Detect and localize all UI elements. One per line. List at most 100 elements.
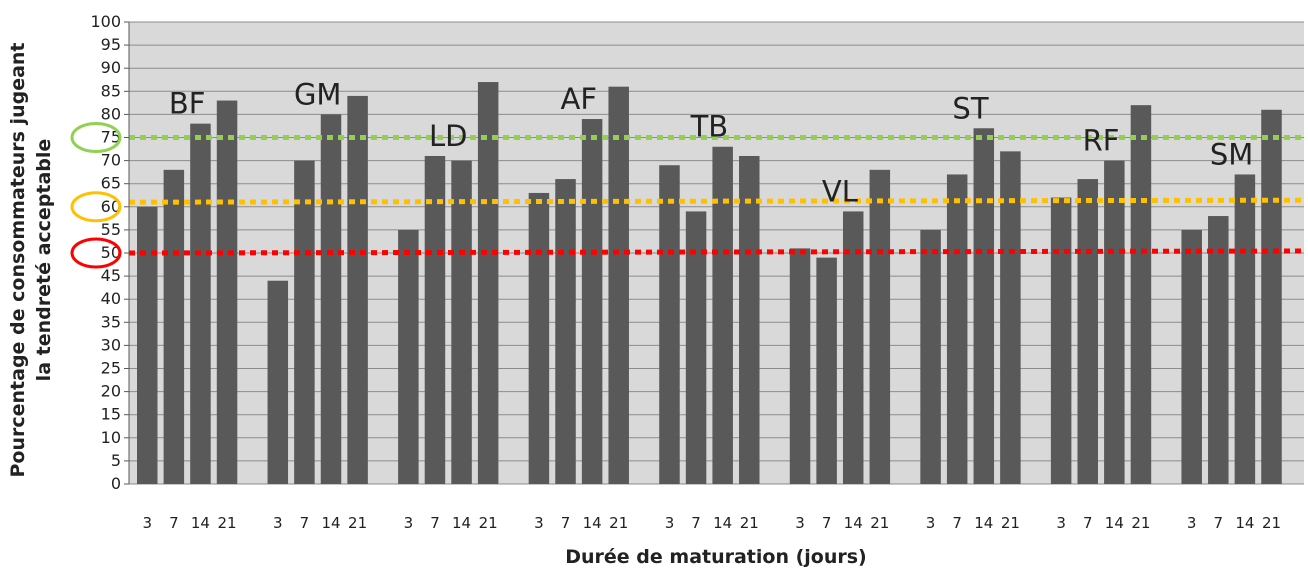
- bar-st-14: [973, 128, 995, 484]
- bar-sm-14: [1234, 174, 1256, 484]
- x-tick-label: 14: [452, 514, 471, 532]
- x-tick-label: 3: [534, 514, 544, 532]
- bar-ld-3: [398, 229, 419, 484]
- x-tick-label: 3: [1187, 514, 1197, 532]
- y-tick-label: 100: [90, 12, 121, 31]
- bar-af-3: [528, 192, 550, 484]
- x-tick-label: 21: [348, 514, 367, 532]
- y-tick-label: 5: [111, 451, 121, 470]
- x-tick-label: 3: [1056, 514, 1066, 532]
- bars: [137, 82, 1282, 485]
- y-tick-labels: 0 5 10 15 20 25 30 35 40 45 50 55 60 65 70 75 80 85 90 95 10…: [90, 12, 130, 493]
- bar-bf-3: [137, 206, 158, 485]
- bar-af-21: [608, 86, 629, 485]
- highlight-circle-60: [70, 191, 122, 223]
- bar-af-7: [555, 179, 576, 484]
- x-tick-label: 14: [1105, 514, 1124, 532]
- y-tick-label: 20: [101, 382, 121, 401]
- bar-tb-7: [685, 211, 707, 485]
- x-tick-label: 7: [300, 514, 310, 532]
- y-tick-label: 15: [101, 405, 121, 424]
- bar-vl-21: [869, 169, 891, 484]
- y-tick-label: 35: [101, 312, 121, 331]
- y-tick-label: 85: [101, 81, 121, 100]
- x-tick-label: 7: [430, 514, 440, 532]
- x-tick-label: 21: [218, 514, 237, 532]
- x-tick-label: 21: [1131, 514, 1150, 532]
- bar-st-3: [920, 229, 941, 484]
- bar-st-7: [946, 174, 968, 484]
- bar-bf-7: [163, 169, 185, 484]
- x-tick-label: 3: [795, 514, 805, 532]
- reference-highlights: [70, 122, 122, 269]
- bar-gm-7: [294, 160, 315, 484]
- bar-tb-21: [739, 155, 760, 485]
- bar-gm-21: [347, 95, 368, 485]
- x-tick-label: 7: [169, 514, 179, 532]
- bar-ld-7: [424, 155, 446, 485]
- y-tick-label: 45: [101, 266, 121, 285]
- x-tick-label: 7: [691, 514, 701, 532]
- group-label-rf: RF: [1083, 124, 1120, 158]
- x-tick-label: 3: [665, 514, 675, 532]
- group-label-sm: SM: [1210, 137, 1253, 171]
- bar-ld-14: [451, 160, 472, 484]
- x-tick-label: 7: [822, 514, 832, 532]
- x-tick-label: 3: [142, 514, 152, 532]
- x-tick-label: 21: [1001, 514, 1020, 532]
- y-tick-label: 80: [101, 104, 121, 123]
- bar-sm-3: [1181, 229, 1202, 484]
- bar-rf-3: [1050, 197, 1072, 484]
- reference-lines: [128, 135, 1305, 256]
- bar-sm-7: [1208, 216, 1229, 485]
- group-label-st: ST: [952, 91, 988, 125]
- y-tick-label: 0: [111, 474, 121, 493]
- y-tick-label: 55: [101, 220, 121, 239]
- bar-tb-3: [659, 165, 680, 484]
- bar-vl-7: [816, 257, 837, 484]
- group-label-af: AF: [561, 82, 598, 116]
- y-tick-label: 30: [101, 335, 121, 354]
- bar-gm-14: [320, 114, 342, 485]
- x-tick-label: 14: [844, 514, 863, 532]
- x-tick-label: 7: [1083, 514, 1093, 532]
- bar-af-14: [581, 119, 603, 485]
- bar-tb-14: [712, 146, 733, 485]
- x-tick-label: 21: [740, 514, 759, 532]
- bar-gm-3: [267, 280, 289, 484]
- x-tick-label: 21: [870, 514, 889, 532]
- bar-vl-3: [789, 248, 811, 484]
- y-axis-title-line-1: Pourcentage de consommateurs jugeant: [7, 42, 29, 477]
- x-tick-label: 21: [479, 514, 498, 532]
- bar-vl-14: [842, 211, 864, 485]
- x-tick-label: 14: [191, 514, 210, 532]
- y-tick-label: 90: [101, 58, 121, 77]
- x-tick-label: 3: [273, 514, 283, 532]
- x-tick-label: 14: [1235, 514, 1254, 532]
- y-tick-label: 25: [101, 359, 121, 378]
- x-tick-label: 21: [1262, 514, 1281, 532]
- y-tick-label: 95: [101, 35, 121, 54]
- group-label-gm: GM: [294, 77, 342, 111]
- x-tick-label: 14: [713, 514, 732, 532]
- group-label-bf: BF: [169, 87, 206, 121]
- y-axis-title-line-2: la tendreté acceptable: [33, 139, 55, 382]
- bar-bf-14: [190, 123, 211, 484]
- y-tick-label: 50: [101, 243, 121, 262]
- reference-line-60: [128, 197, 1305, 205]
- bar-rf-21: [1130, 105, 1152, 484]
- x-tick-label: 3: [926, 514, 936, 532]
- group-labels: BF GM LD AF TB VL ST RF SM: [169, 77, 1253, 208]
- x-tick-label: 7: [952, 514, 962, 532]
- x-tick-label: 14: [974, 514, 993, 532]
- x-tick-label: 21: [609, 514, 628, 532]
- bar-ld-21: [477, 82, 499, 484]
- x-tick-label: 3: [404, 514, 414, 532]
- x-tick-label: 14: [321, 514, 340, 532]
- highlight-circle-75: [70, 122, 122, 153]
- x-tick-labels: 3 7 14 21 3 7 14 21 3 7 14 21 3 7 14 21 3 7 14 21 3 7 14 21 3 7 14…: [142, 514, 1281, 532]
- x-tick-label: 7: [561, 514, 571, 532]
- bar-st-21: [1000, 151, 1021, 485]
- y-tick-label: 75: [101, 128, 121, 147]
